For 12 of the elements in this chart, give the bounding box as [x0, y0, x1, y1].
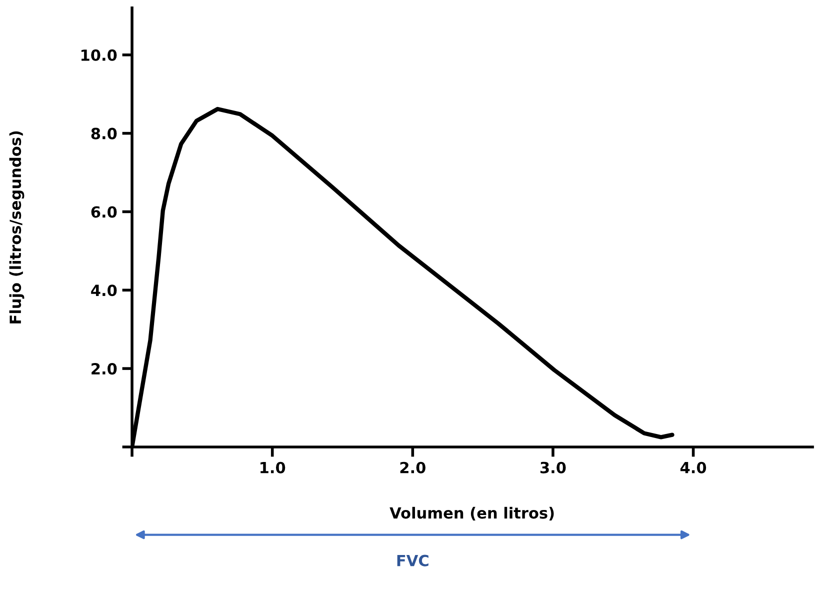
- y-tick-label: 8.0: [91, 128, 117, 140]
- y-tick-label: 2.0: [92, 363, 117, 375]
- x-tick-label: 3.0: [540, 462, 566, 474]
- text: FVC: [397, 554, 428, 566]
- x-tick-label: 1.0: [260, 462, 286, 474]
- x-tick-label: 4.0: [680, 462, 706, 474]
- y-axis-title: Flujo (litros/segundos): [9, 131, 24, 324]
- y-tick-label: 4.0: [91, 284, 117, 296]
- x-axis-title: Volumen (en litros): [390, 506, 554, 521]
- y-tick-label: 6.0: [91, 206, 117, 218]
- y-tick-label: 10.0: [81, 49, 117, 61]
- x-tick-label: 2.0: [400, 462, 426, 474]
